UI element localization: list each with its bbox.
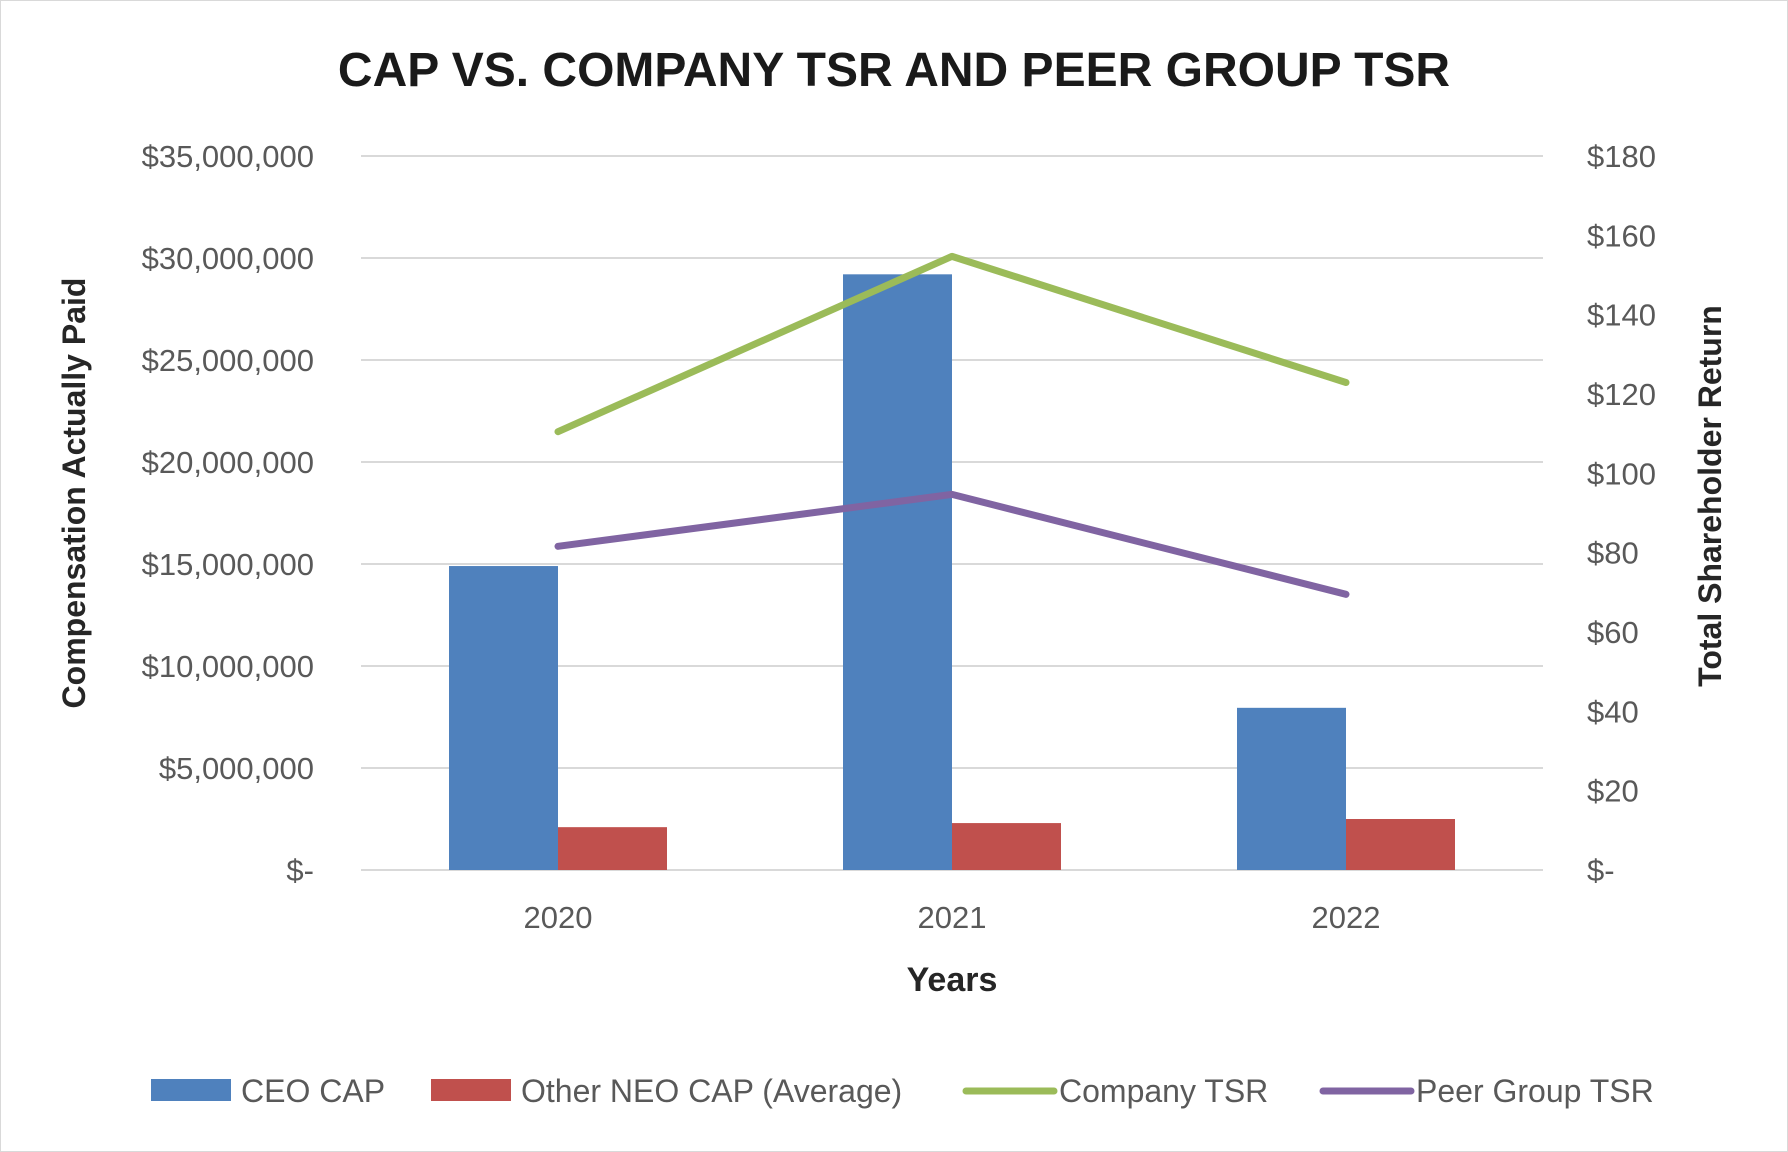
chart-title: CAP VS. COMPANY TSR AND PEER GROUP TSR bbox=[338, 44, 1450, 97]
y-axis-label: Compensation Actually Paid bbox=[56, 278, 92, 709]
bar-ceo-cap bbox=[1237, 707, 1346, 870]
x-tick-label: 2022 bbox=[1312, 900, 1381, 935]
y2-tick-label: $100 bbox=[1587, 456, 1656, 491]
y2-tick-label: $- bbox=[1587, 853, 1615, 888]
line-peer-group-tsr bbox=[554, 490, 1350, 598]
legend-swatch-ceo-cap bbox=[151, 1079, 231, 1101]
x-tick-label: 2020 bbox=[524, 900, 593, 935]
y2-tick-label: $160 bbox=[1587, 218, 1656, 253]
x-axis-label: Years bbox=[907, 961, 998, 999]
bar-other-neo-cap-average bbox=[1346, 819, 1455, 870]
y-tick-label: $- bbox=[286, 853, 314, 888]
y2-axis-label: Total Shareholder Return bbox=[1692, 305, 1728, 687]
y-tick-label: $25,000,000 bbox=[142, 343, 314, 378]
y2-tick-label: $140 bbox=[1587, 298, 1656, 333]
x-axis-ticks: 2020 2021 2022 bbox=[524, 900, 1381, 935]
y2-tick-label: $180 bbox=[1587, 139, 1656, 174]
legend-label-company-tsr: Company TSR bbox=[1059, 1073, 1268, 1109]
right-axis-ticks: $- $20 $40 $60 $80 $100 $120 $140 $160 $180 bbox=[1587, 139, 1656, 888]
bars bbox=[449, 274, 1455, 870]
y2-tick-label: $120 bbox=[1587, 377, 1656, 412]
y2-tick-label: $40 bbox=[1587, 694, 1639, 729]
y-tick-label: $15,000,000 bbox=[142, 547, 314, 582]
bar-ceo-cap bbox=[449, 566, 558, 870]
y-tick-label: $35,000,000 bbox=[142, 139, 314, 174]
legend-label-other-neo-cap-average: Other NEO CAP (Average) bbox=[521, 1073, 902, 1109]
y2-tick-label: $20 bbox=[1587, 774, 1639, 809]
y-tick-label: $10,000,000 bbox=[142, 649, 314, 684]
y-tick-label: $20,000,000 bbox=[142, 445, 314, 480]
legend-swatch-other-neo-cap-average bbox=[431, 1079, 511, 1101]
bar-ceo-cap bbox=[843, 274, 952, 870]
y2-tick-label: $80 bbox=[1587, 536, 1639, 571]
x-tick-label: 2021 bbox=[918, 900, 987, 935]
y-tick-label: $5,000,000 bbox=[159, 751, 314, 786]
legend: CEO CAP Other NEO CAP (Average) Company TS… bbox=[151, 1073, 1654, 1109]
y2-tick-label: $60 bbox=[1587, 615, 1639, 650]
legend-label-ceo-cap: CEO CAP bbox=[241, 1073, 385, 1109]
line-company-tsr bbox=[554, 252, 1350, 436]
bar-other-neo-cap-average bbox=[952, 823, 1061, 870]
series-lines bbox=[554, 252, 1350, 598]
legend-label-peer-group-tsr: Peer Group TSR bbox=[1416, 1073, 1654, 1109]
bar-other-neo-cap-average bbox=[558, 827, 667, 870]
y-tick-label: $30,000,000 bbox=[142, 241, 314, 276]
left-axis-ticks: $- $5,000,000 $10,000,000 $15,000,000 $20,00… bbox=[142, 139, 314, 888]
